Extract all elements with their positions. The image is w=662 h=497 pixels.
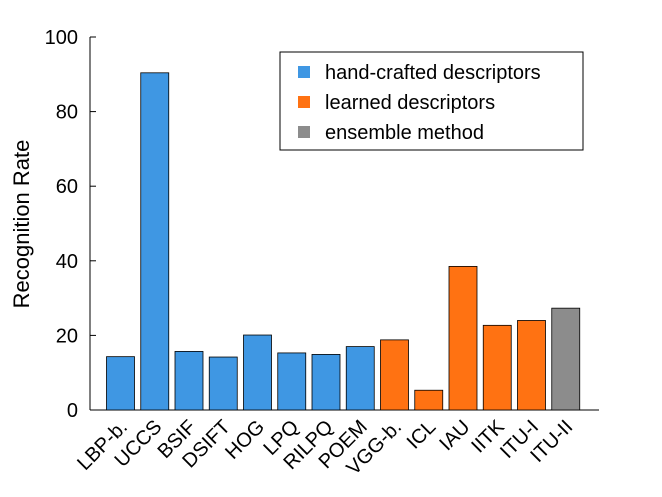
bar-iau xyxy=(448,265,478,411)
bar-icl xyxy=(414,389,444,411)
bar-uccs xyxy=(140,72,170,411)
legend-box xyxy=(279,51,584,151)
bar-bsif xyxy=(174,351,204,411)
y-tick-label: 60 xyxy=(56,176,78,198)
x-tick-label: ICL xyxy=(403,416,441,454)
bar-itu-i xyxy=(517,320,546,411)
bar-vgg-b xyxy=(380,339,409,411)
bar-lpq xyxy=(277,352,307,411)
bar-dsift xyxy=(208,356,238,411)
legend: hand-crafted descriptors learned descript… xyxy=(279,51,584,151)
y-tick-label: 80 xyxy=(56,102,78,124)
bar-poem xyxy=(345,346,375,411)
y-tick-label: 20 xyxy=(56,325,78,347)
legend-label-ensemble: ensemble method xyxy=(325,122,484,144)
bar-iitk xyxy=(482,324,512,411)
x-tick-label: HOG xyxy=(221,416,269,464)
y-tick-label: 40 xyxy=(56,251,78,273)
x-tick-label: IAU xyxy=(435,416,474,455)
bar-itu-ii xyxy=(551,307,581,411)
legend-label-learned: learned descriptors xyxy=(325,92,495,114)
y-axis-title: Recognition Rate xyxy=(9,140,34,309)
bars xyxy=(106,72,581,411)
y-tick-label: 0 xyxy=(67,400,78,422)
legend-swatch-hand-crafted xyxy=(298,66,310,78)
bar-hog xyxy=(243,334,272,411)
legend-swatch-learned xyxy=(298,96,310,108)
x-axis-tick-labels: LBP-b.UCCSBSIFDSIFTHOGLPQRILPQPOEMVGG-b.… xyxy=(73,416,577,480)
y-tick-label: 100 xyxy=(45,27,78,49)
legend-label-hand-crafted: hand-crafted descriptors xyxy=(325,62,541,84)
bar-lbp-b xyxy=(106,356,135,411)
y-axis-ticks: 0 20 40 60 80 100 xyxy=(45,27,96,422)
legend-swatch-ensemble xyxy=(298,126,310,138)
bar-rilpq xyxy=(311,354,341,411)
